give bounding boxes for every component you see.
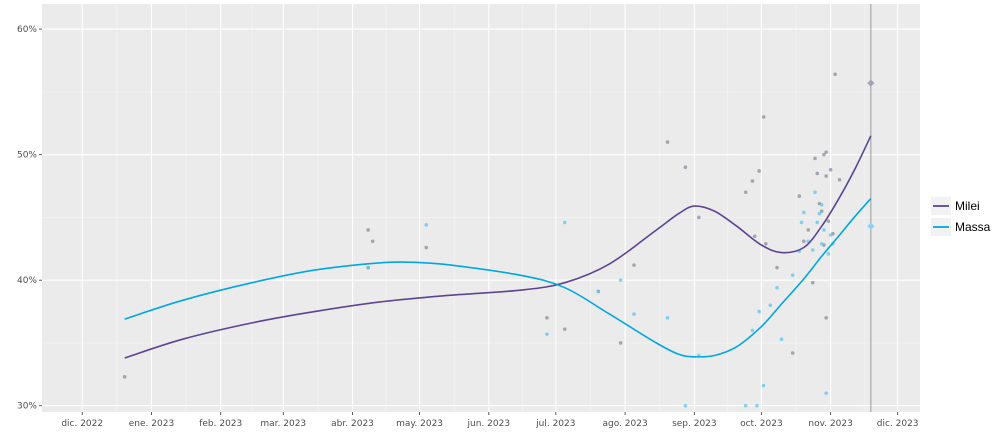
x-tick-label: may. 2023 — [396, 419, 443, 429]
massa-poll-point — [799, 220, 804, 225]
milei-poll-point — [790, 351, 795, 355]
milei-poll-point — [743, 190, 748, 195]
massa-poll-point — [545, 332, 549, 336]
massa-trend-line — [124, 198, 872, 358]
massa-poll-point — [779, 337, 784, 341]
milei-poll-point — [819, 209, 824, 213]
milei-poll-point — [750, 179, 755, 183]
milei-poll-point — [370, 239, 375, 244]
massa-poll-point — [824, 391, 828, 395]
legend-label-milei: Milei — [955, 199, 980, 213]
y-tick-label: 50% — [17, 151, 37, 161]
massa-poll-point — [743, 403, 748, 408]
milei-poll-point — [632, 263, 636, 267]
milei-poll-point — [618, 341, 623, 345]
milei-poll-point — [828, 167, 833, 172]
massa-poll-point — [790, 273, 795, 277]
milei-poll-point — [752, 234, 757, 239]
massa-poll-point — [618, 278, 623, 282]
legend: Milei Massa — [931, 197, 991, 236]
massa-poll-point — [750, 328, 755, 333]
plot-background — [42, 4, 920, 412]
result-markers — [867, 79, 875, 230]
milei-poll-point — [826, 219, 831, 223]
x-tick-label: feb. 2023 — [199, 419, 242, 429]
massa-poll-point — [815, 220, 820, 225]
y-axis: 30% 40% 50% 60% — [17, 25, 42, 412]
massa-poll-point — [819, 203, 824, 207]
milei-poll-point — [122, 375, 127, 379]
milei-poll-point — [797, 194, 802, 198]
milei-poll-point — [837, 177, 842, 182]
massa-poll-point — [810, 248, 815, 252]
x-tick-label: jun. 2023 — [467, 419, 511, 429]
milei-poll-point — [824, 316, 828, 320]
milei-poll-point — [764, 241, 768, 246]
x-tick-label: mar. 2023 — [260, 419, 306, 429]
milei-poll-point — [806, 228, 811, 232]
milei-poll-point — [757, 169, 761, 173]
massa-poll-point — [768, 303, 773, 308]
major-gridlines — [42, 4, 920, 412]
milei-result-marker — [867, 79, 875, 87]
milei-poll-point — [815, 171, 820, 176]
legend-label-massa: Massa — [955, 220, 991, 234]
milei-poll-point — [824, 150, 828, 154]
milei-poll-point — [833, 72, 837, 77]
x-tick-label: oct. 2023 — [740, 419, 783, 429]
massa-poll-point — [817, 211, 822, 216]
massa-poll-point — [822, 228, 826, 232]
trend-lines — [124, 135, 872, 359]
milei-poll-point — [683, 165, 688, 169]
massa-poll-point — [683, 403, 688, 408]
milei-trend-line — [124, 135, 872, 359]
milei-poll-point — [810, 280, 815, 285]
milei-poll-point — [813, 156, 817, 161]
x-tick-label: dic. 2023 — [877, 419, 919, 429]
massa-poll-point — [424, 223, 429, 227]
milei-poll-point — [665, 140, 670, 144]
x-axis: dic. 2022 ene. 2023 feb. 2023 mar. 2023 abr.… — [61, 412, 919, 429]
x-tick-label: nov. 2023 — [808, 419, 852, 429]
milei-poll-point — [424, 245, 429, 250]
y-tick-label: 40% — [17, 276, 37, 286]
massa-poll-point — [366, 265, 370, 270]
massa-poll-point — [761, 383, 766, 388]
y-tick-label: 30% — [17, 402, 37, 412]
massa-poll-point — [755, 403, 759, 408]
massa-poll-point — [757, 309, 761, 314]
x-tick-label: jul. 2023 — [535, 419, 575, 429]
x-tick-label: sep. 2023 — [672, 419, 717, 429]
milei-poll-point — [824, 174, 828, 178]
massa-poll-point — [665, 316, 670, 320]
massa-poll-point — [596, 289, 601, 294]
milei-poll-point — [545, 316, 549, 320]
y-tick-label: 60% — [17, 25, 37, 35]
massa-poll-point — [819, 241, 824, 246]
x-tick-label: ene. 2023 — [129, 419, 174, 429]
minor-gridlines — [42, 4, 920, 412]
milei-poll-point — [761, 115, 766, 119]
milei-poll-point — [697, 215, 701, 220]
massa-poll-point — [562, 220, 567, 225]
milei-poll-point — [802, 239, 806, 244]
massa-result-marker — [867, 222, 875, 230]
milei-poll-point — [822, 152, 826, 157]
x-tick-label: ago. 2023 — [602, 419, 647, 429]
x-tick-label: dic. 2022 — [61, 419, 103, 429]
milei-poll-point — [775, 265, 779, 270]
massa-poll-point — [632, 312, 636, 316]
milei-poll-point — [562, 327, 567, 331]
massa-poll-point — [813, 190, 817, 195]
massa-poll-point — [828, 233, 833, 237]
milei-poll-point — [366, 228, 370, 232]
x-tick-label: abr. 2023 — [331, 419, 374, 429]
massa-poll-point — [802, 210, 806, 215]
massa-poll-point — [775, 285, 779, 290]
massa-poll-point — [826, 252, 831, 256]
